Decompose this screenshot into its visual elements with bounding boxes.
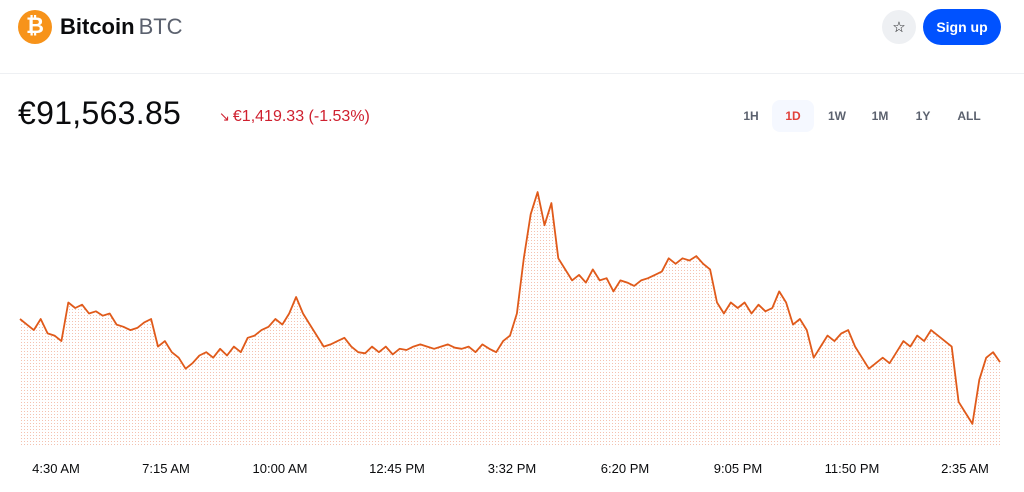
price-change: ↘ €1,419.33 (-1.53%) — [219, 107, 370, 128]
x-axis-label: 7:15 AM — [142, 461, 190, 476]
watchlist-star-button[interactable]: ☆ — [882, 10, 916, 44]
current-price: €91,563.85 — [18, 95, 182, 131]
range-1y-button[interactable]: 1Y — [915, 109, 931, 123]
price-change-value: €1,419.33 (-1.53%) — [232, 108, 370, 125]
range-1h-button[interactable]: 1H — [743, 109, 759, 123]
star-icon: ☆ — [892, 18, 906, 36]
x-axis-label: 3:32 PM — [487, 461, 537, 476]
range-1w-button[interactable]: 1W — [828, 109, 846, 123]
range-1m-button[interactable]: 1M — [871, 109, 889, 123]
x-axis-label: 10:00 AM — [252, 461, 308, 476]
x-axis-label: 6:20 PM — [600, 461, 650, 476]
sign-up-button[interactable]: Sign up — [923, 9, 1001, 45]
coin-ticker: BTC — [138, 14, 183, 39]
top-bar: ₿ Bitcoin BTC ☆ Sign up — [0, 0, 1024, 74]
x-axis-label: 11:50 PM — [824, 461, 880, 476]
x-axis-label: 9:05 PM — [713, 461, 763, 476]
price-area-fill — [20, 192, 1000, 446]
x-axis-label: 12:45 PM — [369, 461, 425, 476]
price-series-line — [19, 191, 1001, 425]
range-all-button[interactable]: ALL — [957, 109, 981, 123]
x-axis-label: 2:35 AM — [941, 461, 989, 476]
trend-down-icon: ↘ — [219, 110, 230, 125]
price-chart[interactable] — [0, 150, 1024, 450]
range-1d-button[interactable]: 1D — [772, 100, 814, 132]
x-axis-label: 4:30 AM — [32, 461, 80, 476]
coin-title: Bitcoin BTC — [60, 13, 183, 41]
bitcoin-logo-icon: ₿ — [18, 10, 52, 44]
coin-name: Bitcoin — [60, 14, 135, 39]
